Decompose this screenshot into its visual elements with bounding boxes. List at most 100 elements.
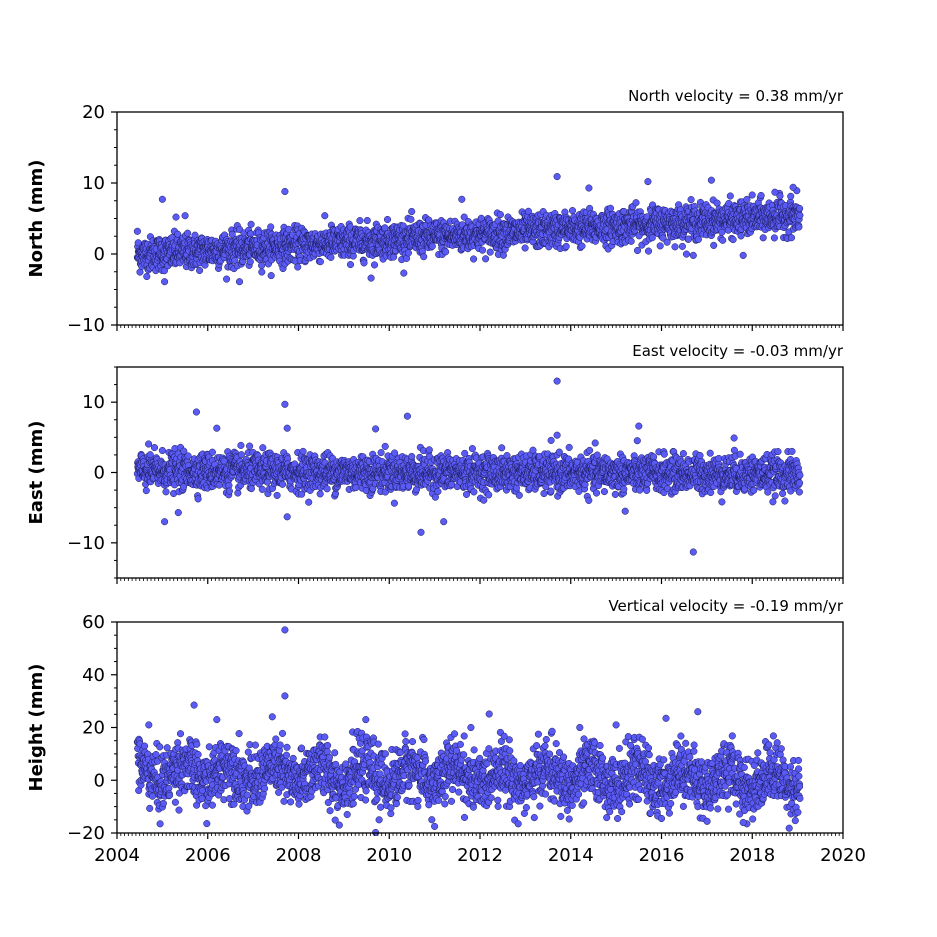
data-point bbox=[770, 234, 778, 242]
data-point bbox=[678, 242, 686, 250]
data-point bbox=[267, 223, 275, 231]
data-point bbox=[273, 491, 281, 499]
data-point bbox=[719, 236, 727, 244]
outlier-point bbox=[739, 251, 747, 259]
data-point bbox=[428, 242, 436, 250]
data-point bbox=[346, 261, 355, 269]
data-point bbox=[305, 498, 313, 506]
data-point bbox=[160, 267, 168, 275]
data-point bbox=[246, 258, 254, 266]
data-point bbox=[267, 272, 275, 280]
outlier-point bbox=[771, 188, 779, 196]
data-point bbox=[795, 223, 803, 231]
data-point bbox=[748, 191, 756, 199]
data-point bbox=[408, 207, 416, 216]
data-point bbox=[145, 440, 153, 448]
y-tick-label: 10 bbox=[82, 173, 105, 194]
data-point bbox=[486, 248, 494, 256]
data-point bbox=[633, 246, 642, 255]
data-point bbox=[729, 236, 737, 244]
data-point bbox=[225, 487, 233, 495]
data-point bbox=[208, 448, 216, 456]
data-point bbox=[323, 485, 331, 493]
data-point bbox=[327, 253, 335, 261]
data-point bbox=[787, 234, 796, 242]
data-point bbox=[656, 242, 664, 250]
data-point bbox=[363, 216, 371, 225]
outlier-point bbox=[161, 278, 169, 286]
y-tick-label: −10 bbox=[67, 315, 105, 336]
data-point bbox=[246, 442, 254, 450]
data-point bbox=[247, 220, 255, 228]
data-point bbox=[586, 446, 594, 454]
data-point bbox=[496, 211, 504, 219]
data-point bbox=[247, 485, 255, 493]
y-tick-label: 20 bbox=[82, 102, 105, 123]
data-point bbox=[142, 487, 150, 495]
data-point bbox=[498, 444, 506, 452]
data-point bbox=[316, 490, 324, 498]
data-point bbox=[146, 451, 154, 459]
outlier-point bbox=[689, 251, 697, 259]
data-point bbox=[600, 488, 608, 496]
data-point bbox=[521, 244, 529, 252]
data-point bbox=[258, 268, 266, 276]
outlier-point bbox=[367, 274, 375, 282]
data-point bbox=[356, 217, 364, 225]
data-point bbox=[184, 229, 192, 237]
data-point bbox=[294, 263, 302, 271]
outlier-point bbox=[789, 183, 797, 191]
data-point bbox=[360, 259, 368, 267]
data-point bbox=[726, 192, 734, 200]
data-point bbox=[158, 446, 166, 455]
outlier-point bbox=[281, 187, 289, 196]
data-point bbox=[485, 491, 493, 499]
data-point bbox=[420, 253, 428, 261]
data-point bbox=[478, 246, 487, 254]
north-velocity-title: North velocity = 0.38 mm/yr bbox=[628, 87, 844, 105]
data-point bbox=[713, 199, 721, 207]
data-point bbox=[743, 195, 751, 203]
data-point bbox=[611, 490, 619, 498]
data-point bbox=[258, 485, 266, 493]
data-point bbox=[278, 480, 287, 488]
data-point bbox=[470, 488, 478, 496]
data-point bbox=[468, 445, 476, 453]
data-point bbox=[191, 231, 199, 239]
data-point bbox=[540, 489, 548, 498]
data-point bbox=[390, 499, 398, 507]
outlier-point bbox=[553, 173, 561, 181]
north-data-points bbox=[133, 173, 804, 286]
data-point bbox=[237, 451, 245, 459]
data-point bbox=[352, 484, 360, 492]
data-point bbox=[223, 275, 231, 283]
data-point bbox=[370, 261, 379, 269]
data-point bbox=[499, 251, 507, 259]
outlier-point bbox=[458, 195, 466, 203]
data-point bbox=[184, 452, 192, 460]
data-point bbox=[660, 450, 668, 458]
data-point bbox=[710, 241, 718, 249]
outlier-point bbox=[133, 227, 141, 235]
data-point bbox=[547, 436, 555, 444]
outlier-point bbox=[158, 195, 166, 203]
data-point bbox=[174, 230, 182, 238]
data-point bbox=[404, 249, 412, 257]
data-point bbox=[482, 255, 490, 263]
data-point bbox=[400, 269, 408, 277]
data-point bbox=[383, 215, 392, 224]
data-point bbox=[143, 272, 151, 281]
data-point bbox=[643, 486, 651, 494]
y-tick-label: 0 bbox=[94, 244, 105, 265]
data-point bbox=[470, 255, 478, 263]
data-point bbox=[425, 446, 433, 454]
data-point bbox=[787, 192, 795, 200]
data-point bbox=[671, 243, 679, 251]
data-point bbox=[757, 191, 765, 200]
data-point bbox=[591, 439, 599, 447]
data-point bbox=[407, 215, 415, 223]
data-point bbox=[381, 442, 389, 450]
outlier-point bbox=[235, 278, 244, 286]
data-point bbox=[377, 449, 385, 457]
